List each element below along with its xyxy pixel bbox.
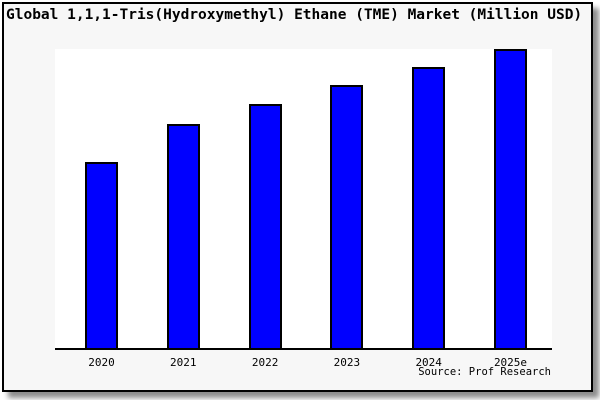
bar-2025e: [494, 49, 527, 348]
x-tick-label-2022: 2022: [251, 356, 279, 369]
chart-frame: Global 1,1,1-Tris(Hydroxymethyl) Ethane …: [2, 2, 593, 392]
plot-area: [55, 49, 552, 350]
bar-2021: [166, 124, 200, 348]
chart-title: Global 1,1,1-Tris(Hydroxymethyl) Ethane …: [6, 7, 583, 23]
bar-2024: [412, 67, 446, 348]
bar-2022: [248, 104, 282, 348]
x-tick-label-2021: 2021: [170, 356, 197, 369]
x-tick-label-2024: 2024: [415, 356, 442, 369]
bar-2020: [85, 162, 118, 348]
x-tick-label-2020: 2020: [88, 356, 115, 369]
x-tick-label-2023: 2023: [333, 356, 361, 369]
source-credit: Source: Prof Research: [418, 366, 551, 378]
bar-2023: [330, 85, 364, 348]
x-tick-label-2025e: 2025e: [493, 356, 528, 369]
